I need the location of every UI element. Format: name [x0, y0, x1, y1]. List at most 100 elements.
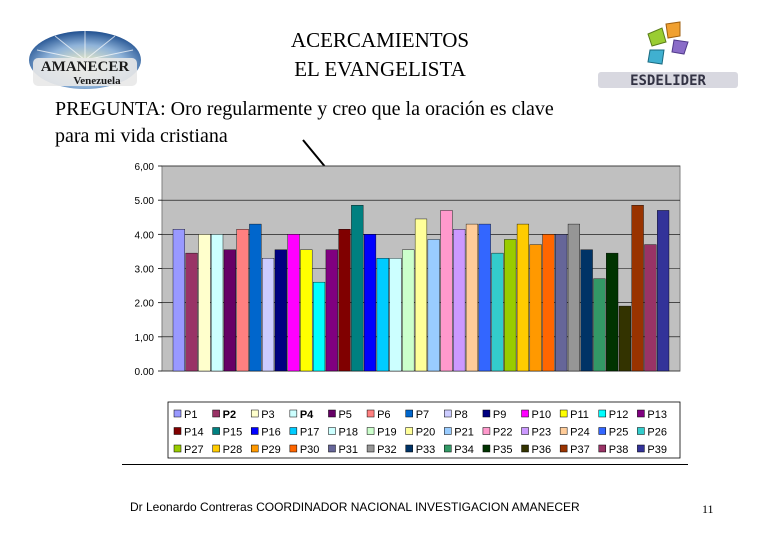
bar-p2	[185, 252, 198, 372]
legend-swatch-p13	[637, 409, 645, 418]
logo-text-sub: Venezuela	[73, 75, 121, 87]
legend-label-p28: P28	[223, 444, 243, 456]
legend-label-p19: P19	[377, 427, 397, 439]
legend-label-p10: P10	[532, 409, 552, 421]
bar-p26	[491, 252, 504, 372]
legend-label-p39: P39	[647, 444, 667, 456]
bar-p22	[440, 210, 453, 372]
legend-swatch-p39	[637, 444, 645, 453]
legend-swatch-p36	[521, 444, 529, 453]
legend-underline	[122, 464, 688, 465]
y-tick-label: 5.00	[135, 196, 155, 207]
legend-swatch-p32	[366, 444, 375, 453]
bar-p8	[262, 258, 275, 372]
page-title-line2: EL EVANGELISTA	[294, 57, 466, 81]
y-tick-label: 1,00	[135, 333, 155, 344]
bar-p24	[465, 223, 479, 372]
legend-label-p14: P14	[184, 427, 204, 439]
bar-p10	[287, 234, 300, 372]
bar-p28	[516, 223, 530, 372]
legend-label-p9: P9	[493, 409, 506, 421]
legend-swatch-p27	[173, 444, 182, 453]
page-title-line1: ACERCAMIENTOS	[290, 28, 470, 52]
amanecer-logo: AMANECER Venezuela	[29, 31, 141, 89]
legend-swatch-p11	[559, 409, 568, 418]
legend-label-p6: P6	[377, 409, 390, 421]
legend-label-p33: P33	[416, 444, 436, 456]
legend-label-p35: P35	[493, 444, 513, 456]
legend-swatch-p21	[444, 427, 452, 435]
legend-swatch-p23	[521, 427, 529, 435]
legend-swatch-p26	[637, 427, 645, 435]
logo-text: ESDELIDER	[630, 73, 706, 89]
legend-swatch-p25	[598, 427, 607, 435]
legend-swatch-p4	[289, 409, 298, 418]
footer-credit: Dr Leonardo Contreras COORDINADOR NACION…	[130, 500, 580, 514]
legend-label-p20: P20	[416, 427, 436, 439]
legend-label-p32: P32	[377, 444, 397, 456]
bar-p36	[618, 305, 631, 372]
legend-swatch-p10	[521, 409, 529, 418]
legend-label-p22: P22	[493, 427, 513, 439]
bar-p34	[593, 278, 606, 372]
legend-label-p15: P15	[223, 427, 243, 439]
page-number: 11	[702, 502, 714, 516]
legend-swatch-p14	[173, 427, 182, 435]
bar-p4	[211, 234, 224, 372]
legend-label-p7: P7	[416, 409, 429, 421]
legend-swatch-p33	[405, 444, 413, 453]
bar-p3	[198, 234, 211, 372]
legend-swatch-p5	[328, 409, 336, 418]
legend-swatch-p6	[366, 409, 375, 418]
legend-swatch-p9	[482, 409, 491, 418]
bar-p29	[529, 244, 542, 372]
legend-swatch-p29	[250, 444, 259, 453]
bar-p12	[312, 281, 326, 372]
legend-label-p1: P1	[184, 409, 197, 421]
legend-label-p3: P3	[261, 409, 274, 421]
bar-p21	[427, 239, 440, 372]
bar-p31	[555, 234, 568, 372]
legend-swatch-p37	[559, 444, 568, 453]
y-tick-label: 3.00	[135, 265, 155, 276]
bar-p27	[504, 239, 517, 372]
legend-swatch-p7	[405, 409, 413, 418]
legend-swatch-p20	[405, 427, 413, 435]
legend-label-p18: P18	[338, 427, 358, 439]
bar-p18	[389, 258, 402, 372]
legend-label-p4: P4	[300, 409, 314, 421]
legend-swatch-p17	[289, 427, 298, 435]
bar-p35	[606, 252, 619, 372]
legend-swatch-p24	[559, 427, 568, 435]
legend-label-p16: P16	[261, 427, 281, 439]
legend-label-p38: P38	[609, 444, 629, 456]
legend-label-p31: P31	[338, 444, 358, 456]
bar-p37	[631, 205, 644, 372]
bar-p39	[657, 210, 670, 372]
bar-p33	[580, 249, 593, 372]
bar-p23	[453, 229, 466, 372]
bar-p14	[338, 229, 351, 372]
legend-swatch-p12	[598, 409, 607, 418]
bar-p19	[402, 249, 415, 372]
legend-label-p25: P25	[609, 427, 629, 439]
legend-label-p23: P23	[532, 427, 552, 439]
legend-swatch-p38	[598, 444, 607, 453]
question-line2: para mi vida cristiana	[55, 125, 228, 147]
bar-p30	[542, 234, 555, 372]
bar-p20	[414, 218, 428, 372]
legend-swatch-p19	[366, 427, 375, 435]
bar-p25	[478, 223, 491, 372]
legend-label-p11: P11	[570, 409, 589, 421]
logo-text-main: AMANECER	[41, 59, 129, 75]
legend-swatch-p35	[482, 444, 491, 453]
bar-p1	[172, 229, 185, 372]
legend-label-p30: P30	[300, 444, 320, 456]
bar-p32	[567, 223, 580, 372]
legend-swatch-p34	[444, 444, 452, 453]
legend-label-p27: P27	[184, 444, 204, 456]
legend-swatch-p15	[212, 427, 220, 435]
legend-label-p12: P12	[609, 409, 629, 421]
question-text: PREGUNTA: Oro regularmente y creo que la…	[55, 96, 695, 150]
bar-p15	[351, 205, 364, 372]
